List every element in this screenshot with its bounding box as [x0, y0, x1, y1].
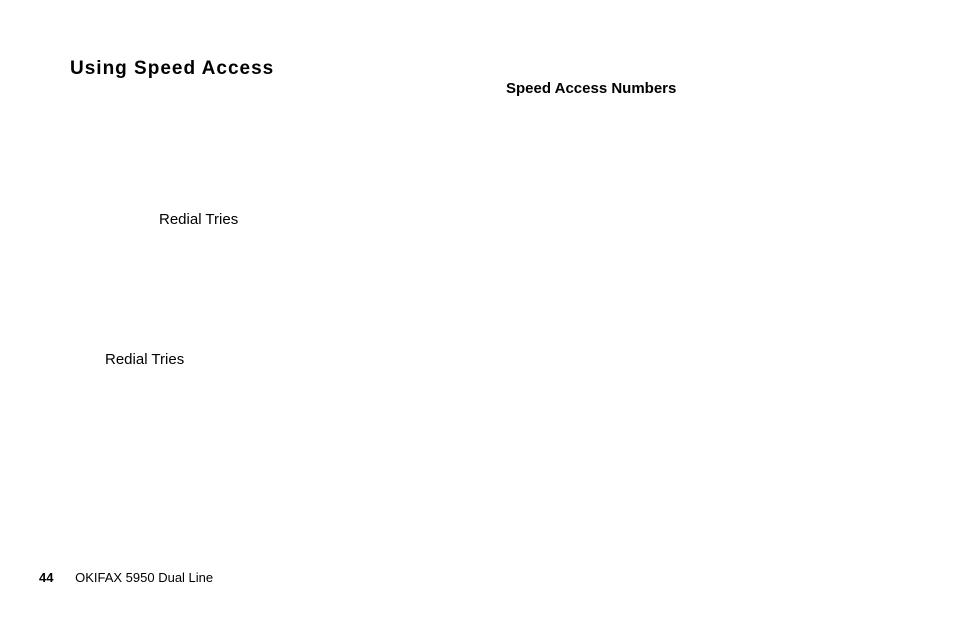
body-text-redial-1: Redial Tries [159, 211, 238, 228]
page-number: 44 [39, 570, 53, 585]
main-heading: Using Speed Access [70, 58, 274, 80]
sub-heading: Speed Access Numbers [506, 80, 676, 97]
page-footer: 44 OKIFAX 5950 Dual Line [39, 570, 213, 585]
document-page: Using Speed Access Speed Access Numbers … [0, 0, 954, 618]
footer-title: OKIFAX 5950 Dual Line [75, 570, 213, 585]
body-text-redial-2: Redial Tries [105, 351, 184, 368]
